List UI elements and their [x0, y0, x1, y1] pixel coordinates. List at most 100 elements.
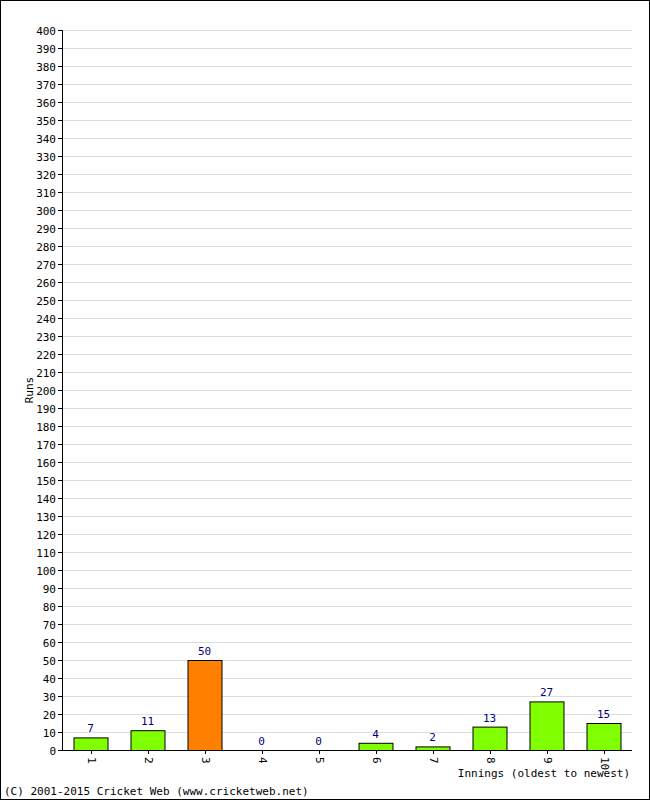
bars	[74, 661, 621, 751]
grid-line	[62, 426, 632, 427]
grid-line	[62, 120, 632, 121]
y-tick-label: 210	[36, 367, 56, 380]
y-tick-label: 390	[36, 43, 56, 56]
y-axis-label: Runs	[23, 377, 36, 404]
y-tick	[58, 102, 62, 103]
grid-line	[62, 246, 632, 247]
y-tick-label: 160	[36, 457, 56, 470]
y-tick	[58, 606, 62, 607]
y-tick-label: 60	[43, 637, 56, 650]
y-tick	[58, 642, 62, 643]
y-tick-label: 50	[43, 655, 56, 668]
grid-line	[62, 264, 632, 265]
y-tick	[58, 282, 62, 283]
grid-line	[62, 228, 632, 229]
border	[1, 1, 650, 800]
x-tick	[319, 750, 320, 754]
y-tick-label: 370	[36, 79, 56, 92]
grid-line	[62, 408, 632, 409]
grid-line	[62, 588, 632, 589]
y-tick	[58, 588, 62, 589]
y-tick-label: 380	[36, 61, 56, 74]
y-tick	[58, 408, 62, 409]
grid-line	[62, 498, 632, 499]
x-tick	[262, 750, 263, 754]
x-tick	[604, 750, 605, 754]
grid-line	[62, 156, 632, 157]
y-tick-label: 0	[49, 745, 56, 758]
bar	[74, 738, 108, 750]
x-tick-label: 6	[370, 757, 383, 764]
grid-line	[62, 102, 632, 103]
y-tick	[58, 246, 62, 247]
y-tick	[58, 732, 62, 733]
x-tick	[490, 750, 491, 754]
y-tick	[58, 696, 62, 697]
y-tick-label: 290	[36, 223, 56, 236]
y-tick	[58, 516, 62, 517]
y-tick	[58, 354, 62, 355]
y-tick	[58, 156, 62, 157]
y-tick-label: 70	[43, 619, 56, 632]
y-tick-label: 130	[36, 511, 56, 524]
grid-line	[62, 30, 632, 31]
grid-line	[62, 174, 632, 175]
grid-line	[62, 84, 632, 85]
y-axis	[62, 30, 63, 750]
y-tick-label: 40	[43, 673, 56, 686]
x-tick-label: 7	[427, 757, 440, 764]
data-label: 15	[597, 708, 610, 721]
y-tick-label: 360	[36, 97, 56, 110]
y-tick-label: 310	[36, 187, 56, 200]
y-tick-label: 170	[36, 439, 56, 452]
data-label: 13	[483, 712, 496, 725]
y-tick-label: 260	[36, 277, 56, 290]
x-tick-label: 8	[484, 757, 497, 764]
y-tick-label: 20	[43, 709, 56, 722]
x-tick-label: 9	[541, 757, 554, 764]
grid-line	[62, 606, 632, 607]
y-tick	[58, 174, 62, 175]
y-tick	[58, 462, 62, 463]
y-tick-label: 220	[36, 349, 56, 362]
y-tick-label: 400	[36, 25, 56, 38]
data-label: 2	[429, 731, 436, 744]
y-tick	[58, 228, 62, 229]
y-tick-label: 320	[36, 169, 56, 182]
bar	[587, 724, 621, 751]
grid-line	[62, 552, 632, 553]
grid-line	[62, 210, 632, 211]
y-tick-label: 280	[36, 241, 56, 254]
grid-line	[62, 750, 632, 751]
x-axis	[62, 750, 632, 751]
y-tick	[58, 552, 62, 553]
y-tick-label: 140	[36, 493, 56, 506]
y-tick	[58, 678, 62, 679]
y-tick	[58, 624, 62, 625]
x-tick-label: 3	[199, 757, 212, 764]
y-tick-label: 10	[43, 727, 56, 740]
y-tick	[58, 480, 62, 481]
x-tick	[433, 750, 434, 754]
grid-line	[62, 66, 632, 67]
y-tick	[58, 120, 62, 121]
y-tick	[58, 714, 62, 715]
grid-line	[62, 138, 632, 139]
bar	[188, 661, 222, 751]
y-tick-label: 30	[43, 691, 56, 704]
y-tick	[58, 660, 62, 661]
grid-line	[62, 678, 632, 679]
x-tick-label: 4	[256, 757, 269, 764]
grid-line	[62, 336, 632, 337]
annotation: (C) 2001-2015 Cricket Web (www.cricketwe…	[4, 785, 309, 798]
y-tick-label: 150	[36, 475, 56, 488]
y-tick-label: 80	[43, 601, 56, 614]
y-tick-label: 330	[36, 151, 56, 164]
grid-line	[62, 318, 632, 319]
y-tick	[58, 444, 62, 445]
y-tick	[58, 390, 62, 391]
grid-line	[62, 372, 632, 373]
y-tick-label: 100	[36, 565, 56, 578]
y-tick	[58, 750, 62, 751]
x-tick	[148, 750, 149, 754]
